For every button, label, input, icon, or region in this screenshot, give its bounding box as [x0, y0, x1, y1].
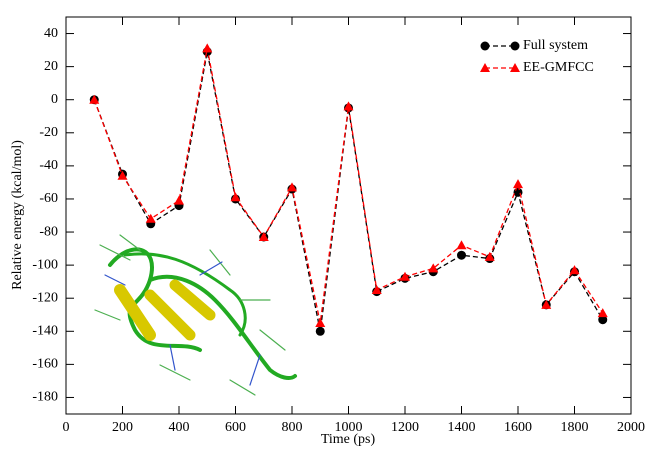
legend-marker [510, 41, 520, 51]
data-point [202, 43, 213, 53]
x-tick-label: 1000 [335, 420, 363, 435]
data-point [371, 284, 382, 294]
x-tick-label: 1600 [504, 420, 532, 435]
data-point [598, 315, 608, 325]
data-point [315, 318, 326, 328]
x-tick-label: 1400 [448, 420, 476, 435]
data-point [400, 271, 410, 281]
x-tick-label: 800 [282, 420, 303, 435]
protein-inset [94, 234, 297, 396]
legend-label: Full system [523, 38, 588, 53]
x-tick-label: 2000 [617, 420, 645, 435]
legend-label: EE-GMFCC [523, 60, 594, 75]
x-tick-label: 200 [112, 420, 133, 435]
y-tick-label: -80 [39, 224, 58, 239]
x-tick-label: 600 [225, 420, 246, 435]
y-tick-label: -120 [32, 290, 58, 305]
data-point [145, 213, 156, 223]
y-axis-label: Relative energy (kcal/mol) [10, 140, 25, 290]
data-point [541, 299, 552, 309]
y-tick-label: -20 [39, 125, 58, 140]
y-tick-label: -140 [32, 324, 58, 339]
x-tick-label: 0 [63, 420, 70, 435]
y-tick-label: 0 [51, 92, 58, 107]
data-point [230, 192, 241, 202]
x-axis-label: Time (ps) [321, 432, 376, 447]
x-tick-label: 1800 [561, 420, 589, 435]
y-tick-label: -180 [32, 390, 58, 405]
legend-marker [480, 63, 490, 72]
data-point [287, 182, 297, 192]
data-point [315, 326, 325, 336]
legend-marker [480, 41, 490, 51]
data-point [569, 265, 580, 275]
legend-marker [510, 63, 520, 72]
data-point [89, 94, 100, 104]
y-tick-label: -60 [39, 191, 58, 206]
y-tick-label: 40 [44, 26, 58, 41]
data-point [597, 308, 608, 318]
series-line [93, 51, 604, 332]
y-tick-label: -100 [32, 257, 58, 272]
data-point [117, 170, 128, 180]
data-point [428, 263, 439, 273]
data-point [258, 232, 269, 242]
data-point [484, 251, 495, 261]
x-tick-label: 1200 [391, 420, 419, 435]
data-point [513, 179, 523, 189]
y-tick-label: -160 [32, 357, 58, 372]
x-tick-label: 400 [169, 420, 190, 435]
y-tick-label: -40 [39, 158, 58, 173]
data-point [456, 240, 467, 250]
data-point [457, 250, 466, 260]
data-point [174, 195, 184, 205]
data-point [343, 101, 354, 111]
y-tick-label: 20 [44, 59, 58, 74]
